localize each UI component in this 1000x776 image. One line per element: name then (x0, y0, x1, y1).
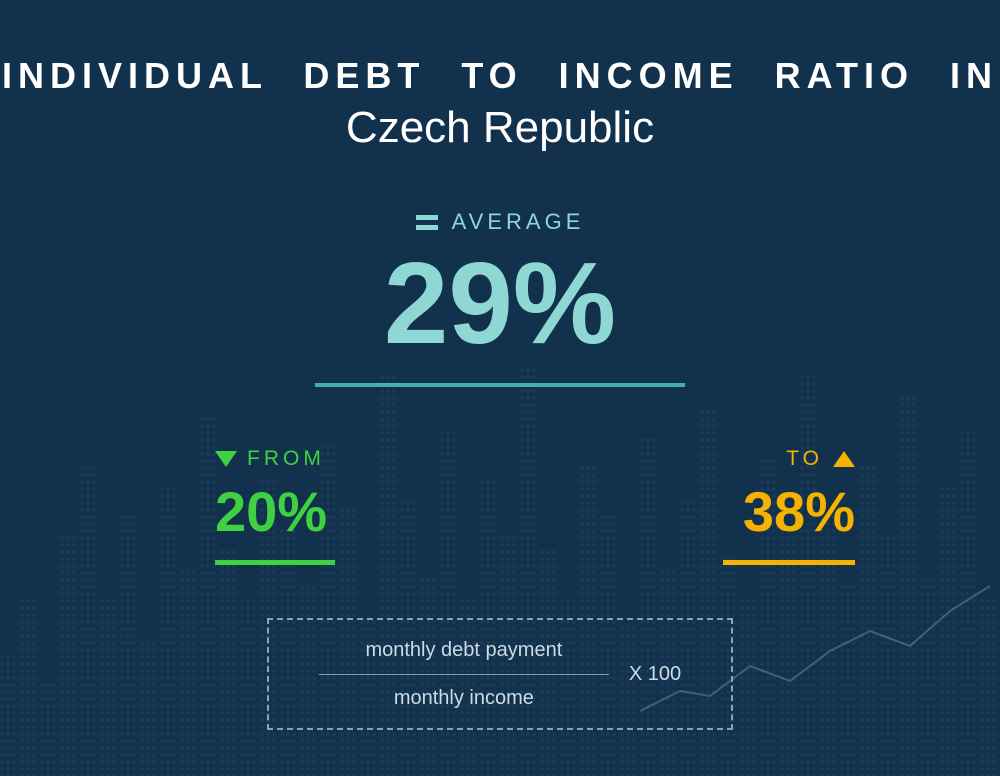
from-underline (215, 560, 335, 565)
formula-multiplier: X 100 (629, 663, 681, 686)
title-line-2: Czech Republic (0, 103, 1000, 153)
triangle-down-icon (215, 451, 237, 467)
average-value: 29% (315, 245, 685, 361)
formula-box: monthly debt payment monthly income X 10… (267, 618, 733, 730)
to-label: TO (786, 447, 823, 471)
average-block: AVERAGE 29% (315, 209, 685, 387)
formula-denominator: monthly income (394, 687, 534, 710)
title-line-1: INDIVIDUAL DEBT TO INCOME RATIO IN (0, 55, 1000, 97)
to-underline (723, 560, 855, 565)
triangle-up-icon (833, 451, 855, 467)
from-block: FROM 20% (215, 447, 335, 565)
formula-divider (319, 674, 609, 675)
formula-numerator: monthly debt payment (365, 639, 562, 662)
from-value: 20% (215, 479, 335, 544)
average-underline (315, 383, 685, 387)
to-block: TO 38% (723, 447, 855, 565)
average-label: AVERAGE (452, 209, 585, 235)
from-label: FROM (247, 447, 325, 471)
equals-icon (416, 215, 438, 230)
to-value: 38% (723, 479, 855, 544)
